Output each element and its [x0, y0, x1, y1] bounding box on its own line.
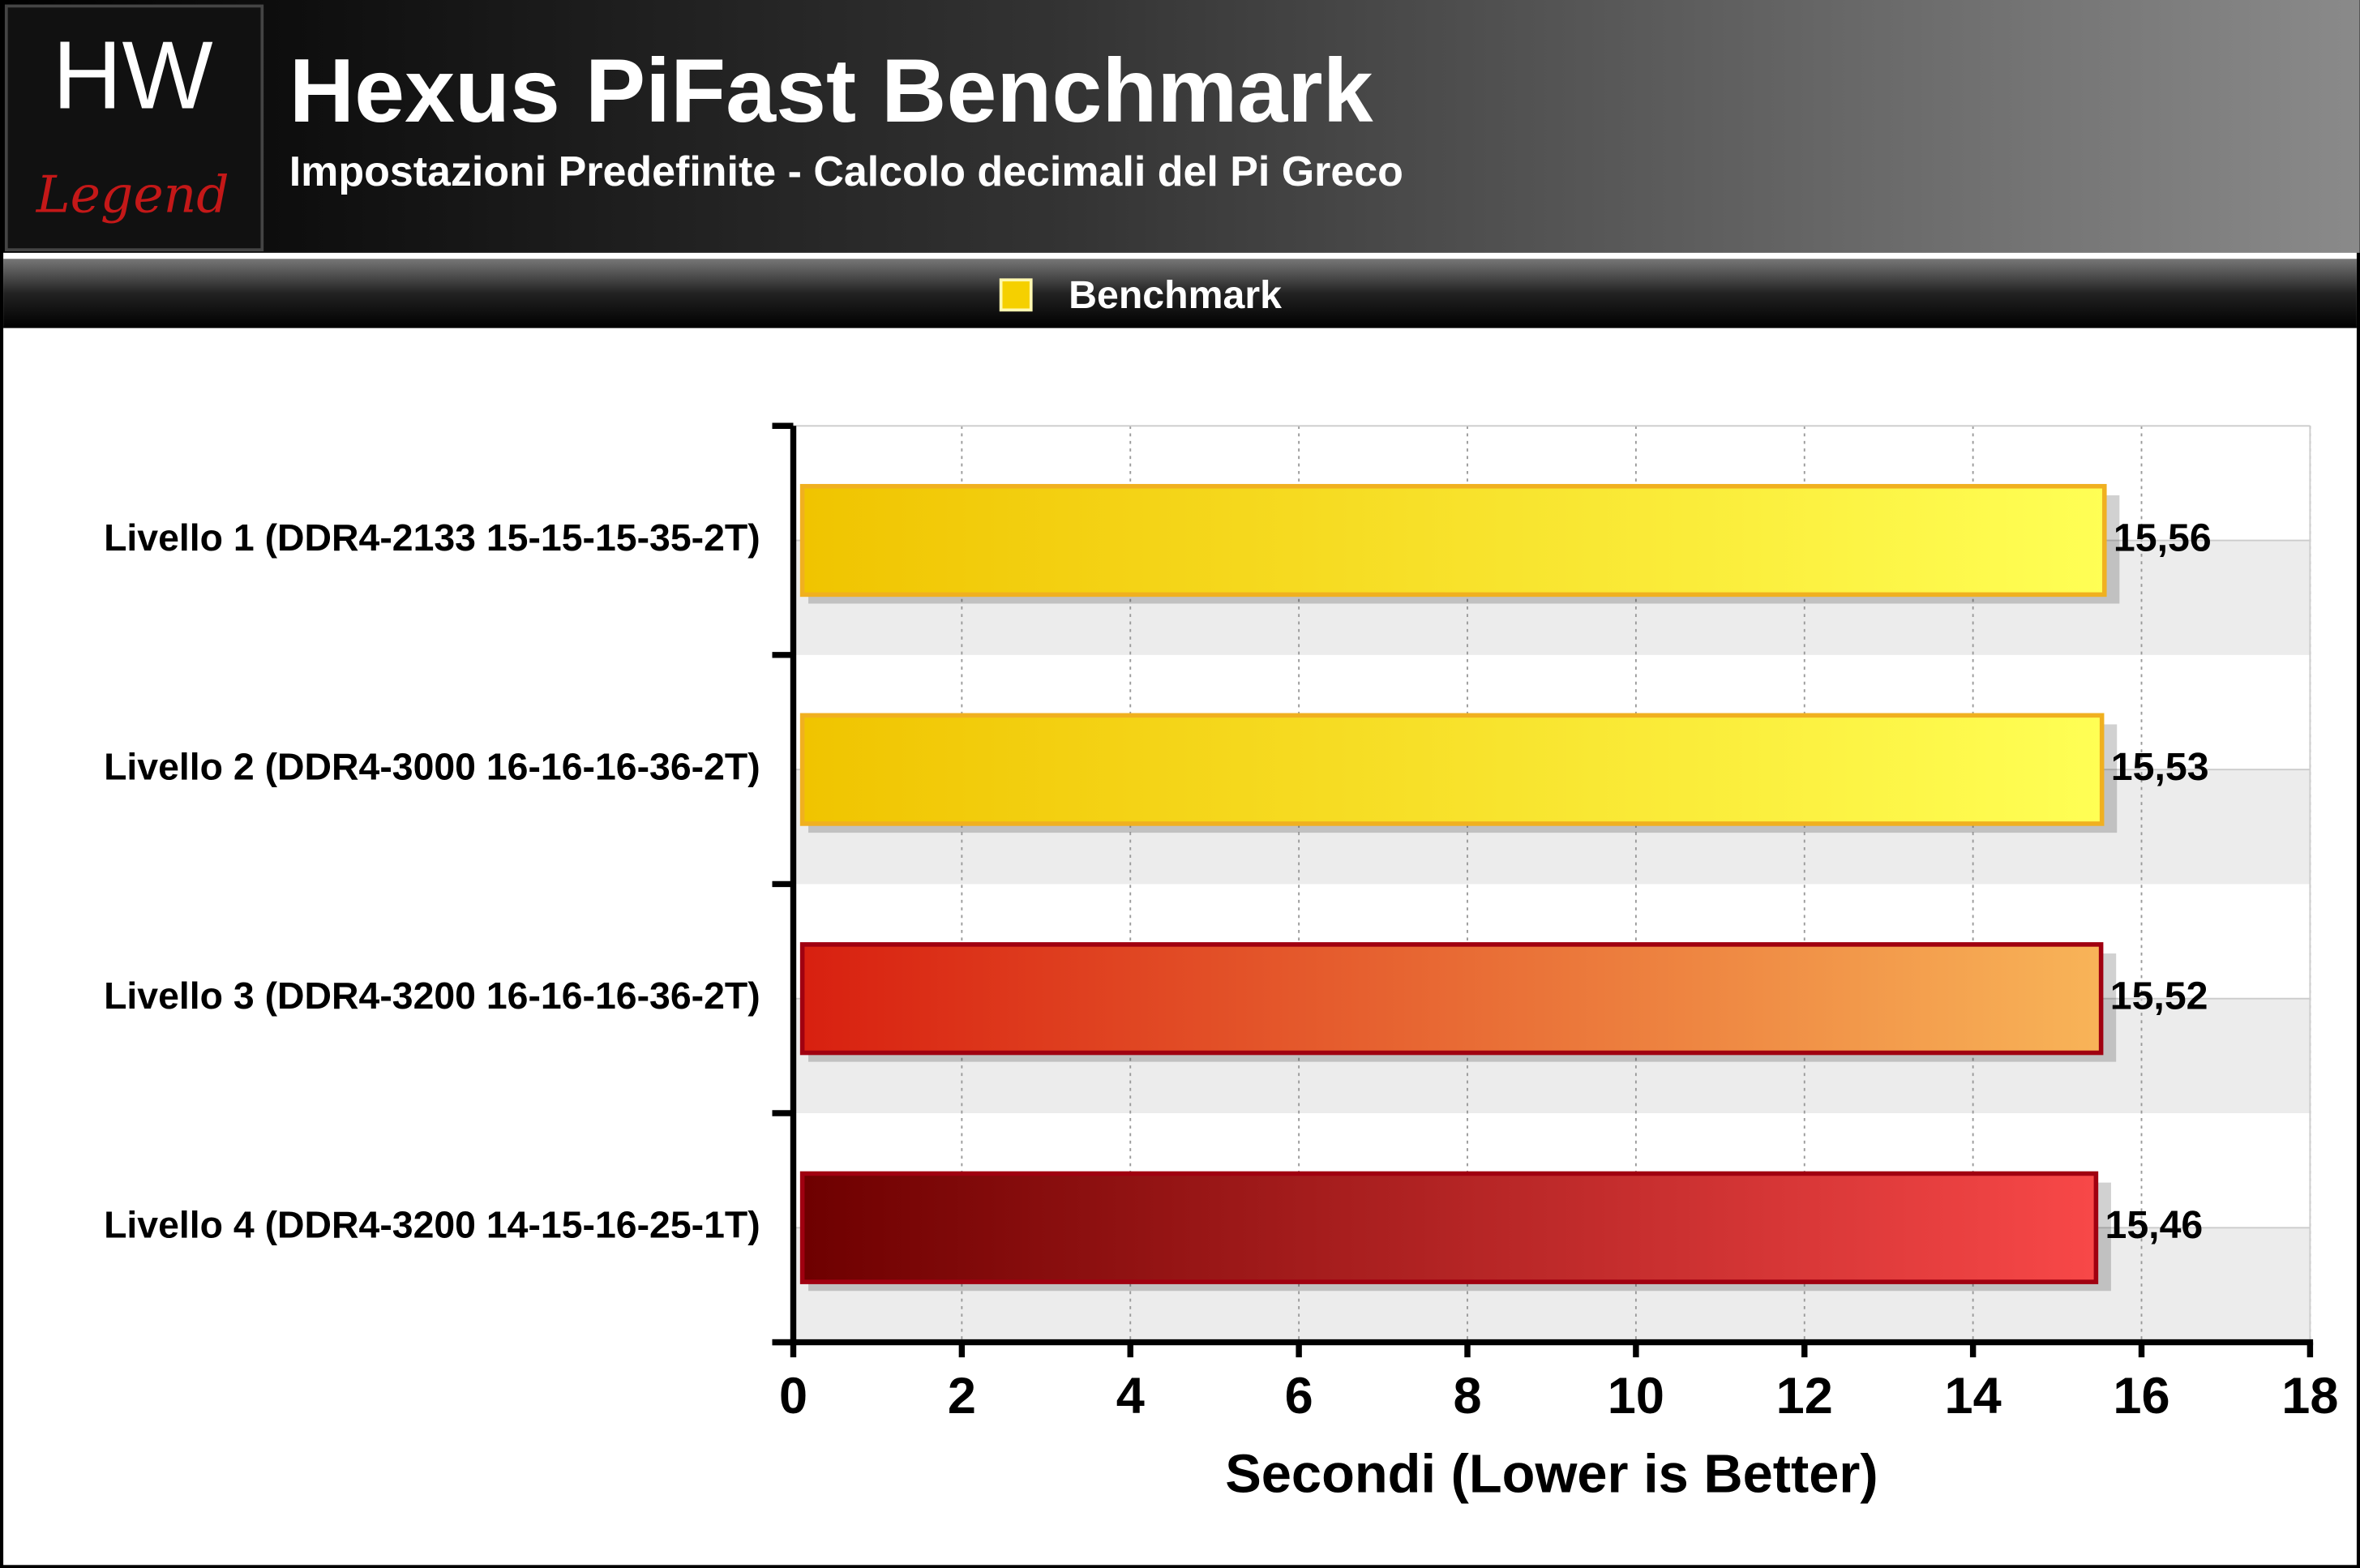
- bar: [799, 1171, 2099, 1284]
- value-label: 15,56: [2114, 516, 2212, 559]
- x-tick-label: 8: [1453, 1368, 1481, 1424]
- legend-bar: [3, 259, 2357, 328]
- y-tick-label: Livello 1 (DDR4-2133 15-15-15-35-2T): [104, 516, 760, 559]
- header: [0, 0, 2360, 253]
- value-label: 15,53: [2111, 745, 2209, 789]
- legend-swatch: [999, 278, 1033, 312]
- logo-top: HW: [53, 21, 213, 129]
- y-tick-label: Livello 3 (DDR4-3200 16-16-16-36-2T): [104, 975, 760, 1017]
- chart-title: Hexus PiFast Benchmark: [289, 40, 1374, 141]
- chart-subtitle: Impostazioni Predefinite - Calcolo decim…: [289, 148, 1403, 195]
- legend-label: Benchmark: [1069, 273, 1282, 317]
- x-tick-label: 12: [1776, 1368, 1833, 1424]
- y-tick-label: Livello 2 (DDR4-3000 16-16-16-36-2T): [104, 745, 760, 787]
- x-tick-label: 2: [948, 1368, 976, 1424]
- x-tick-label: 14: [1945, 1368, 2002, 1424]
- logo-box: [4, 4, 264, 251]
- bar: [799, 713, 2105, 826]
- x-tick-label: 0: [779, 1368, 807, 1424]
- x-tick-label: 16: [2113, 1368, 2169, 1424]
- x-tick-label: 4: [1116, 1368, 1145, 1424]
- x-axis-title: Secondi (Lower is Better): [1225, 1444, 1878, 1504]
- value-label: 15,52: [2110, 974, 2208, 1017]
- bar: [799, 942, 2104, 1056]
- bar: [799, 483, 2107, 598]
- y-tick-label: Livello 4 (DDR4-3200 14-15-16-25-1T): [104, 1204, 760, 1246]
- x-tick-label: 10: [1608, 1368, 1664, 1424]
- logo-bottom: Legend: [36, 164, 229, 224]
- value-label: 15,46: [2105, 1203, 2204, 1247]
- x-tick-label: 6: [1285, 1368, 1313, 1424]
- x-tick-label: 18: [2281, 1368, 2338, 1424]
